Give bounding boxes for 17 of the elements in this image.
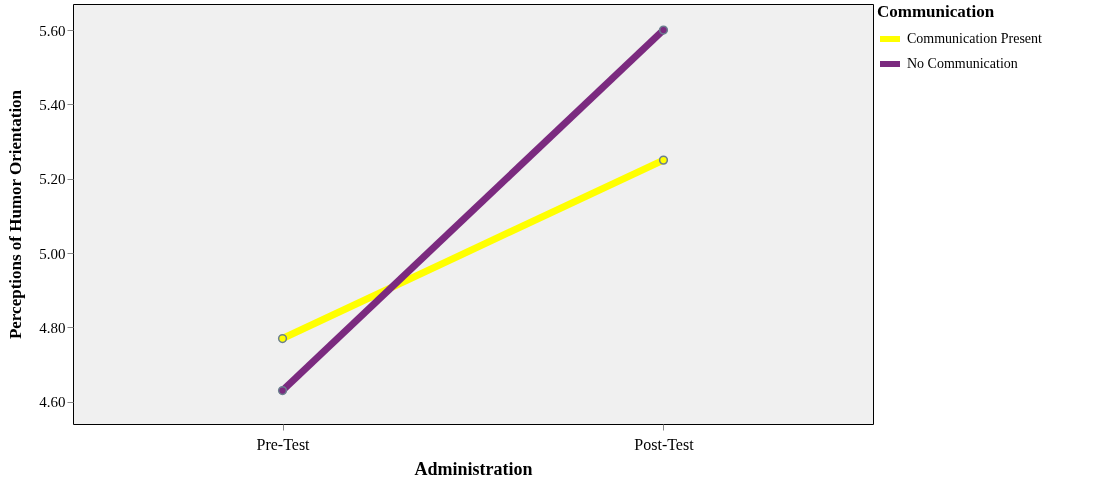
- x-axis-title: Administration: [414, 458, 533, 479]
- y-tick-label: 4.60: [39, 394, 66, 411]
- y-tick-label: 5.00: [39, 245, 66, 262]
- x-tick-label: Post-Test: [634, 435, 695, 453]
- y-tick-label: 5.40: [39, 96, 66, 113]
- point: [277, 385, 288, 396]
- y-tick-label: 4.80: [39, 319, 66, 336]
- point: [658, 25, 669, 35]
- point: [658, 155, 669, 165]
- legend-label: Communication Present: [907, 31, 1043, 46]
- y-axis-title: Perceptions of Humor Orientation: [6, 89, 26, 340]
- point: [277, 333, 288, 344]
- legend-label: No Communication: [907, 56, 1018, 71]
- y-tick-label: 5.60: [39, 22, 66, 39]
- y-tick-label: 5.20: [39, 171, 66, 188]
- legend-title: Communication: [877, 2, 995, 21]
- x-tick-label: Pre-Test: [256, 435, 311, 453]
